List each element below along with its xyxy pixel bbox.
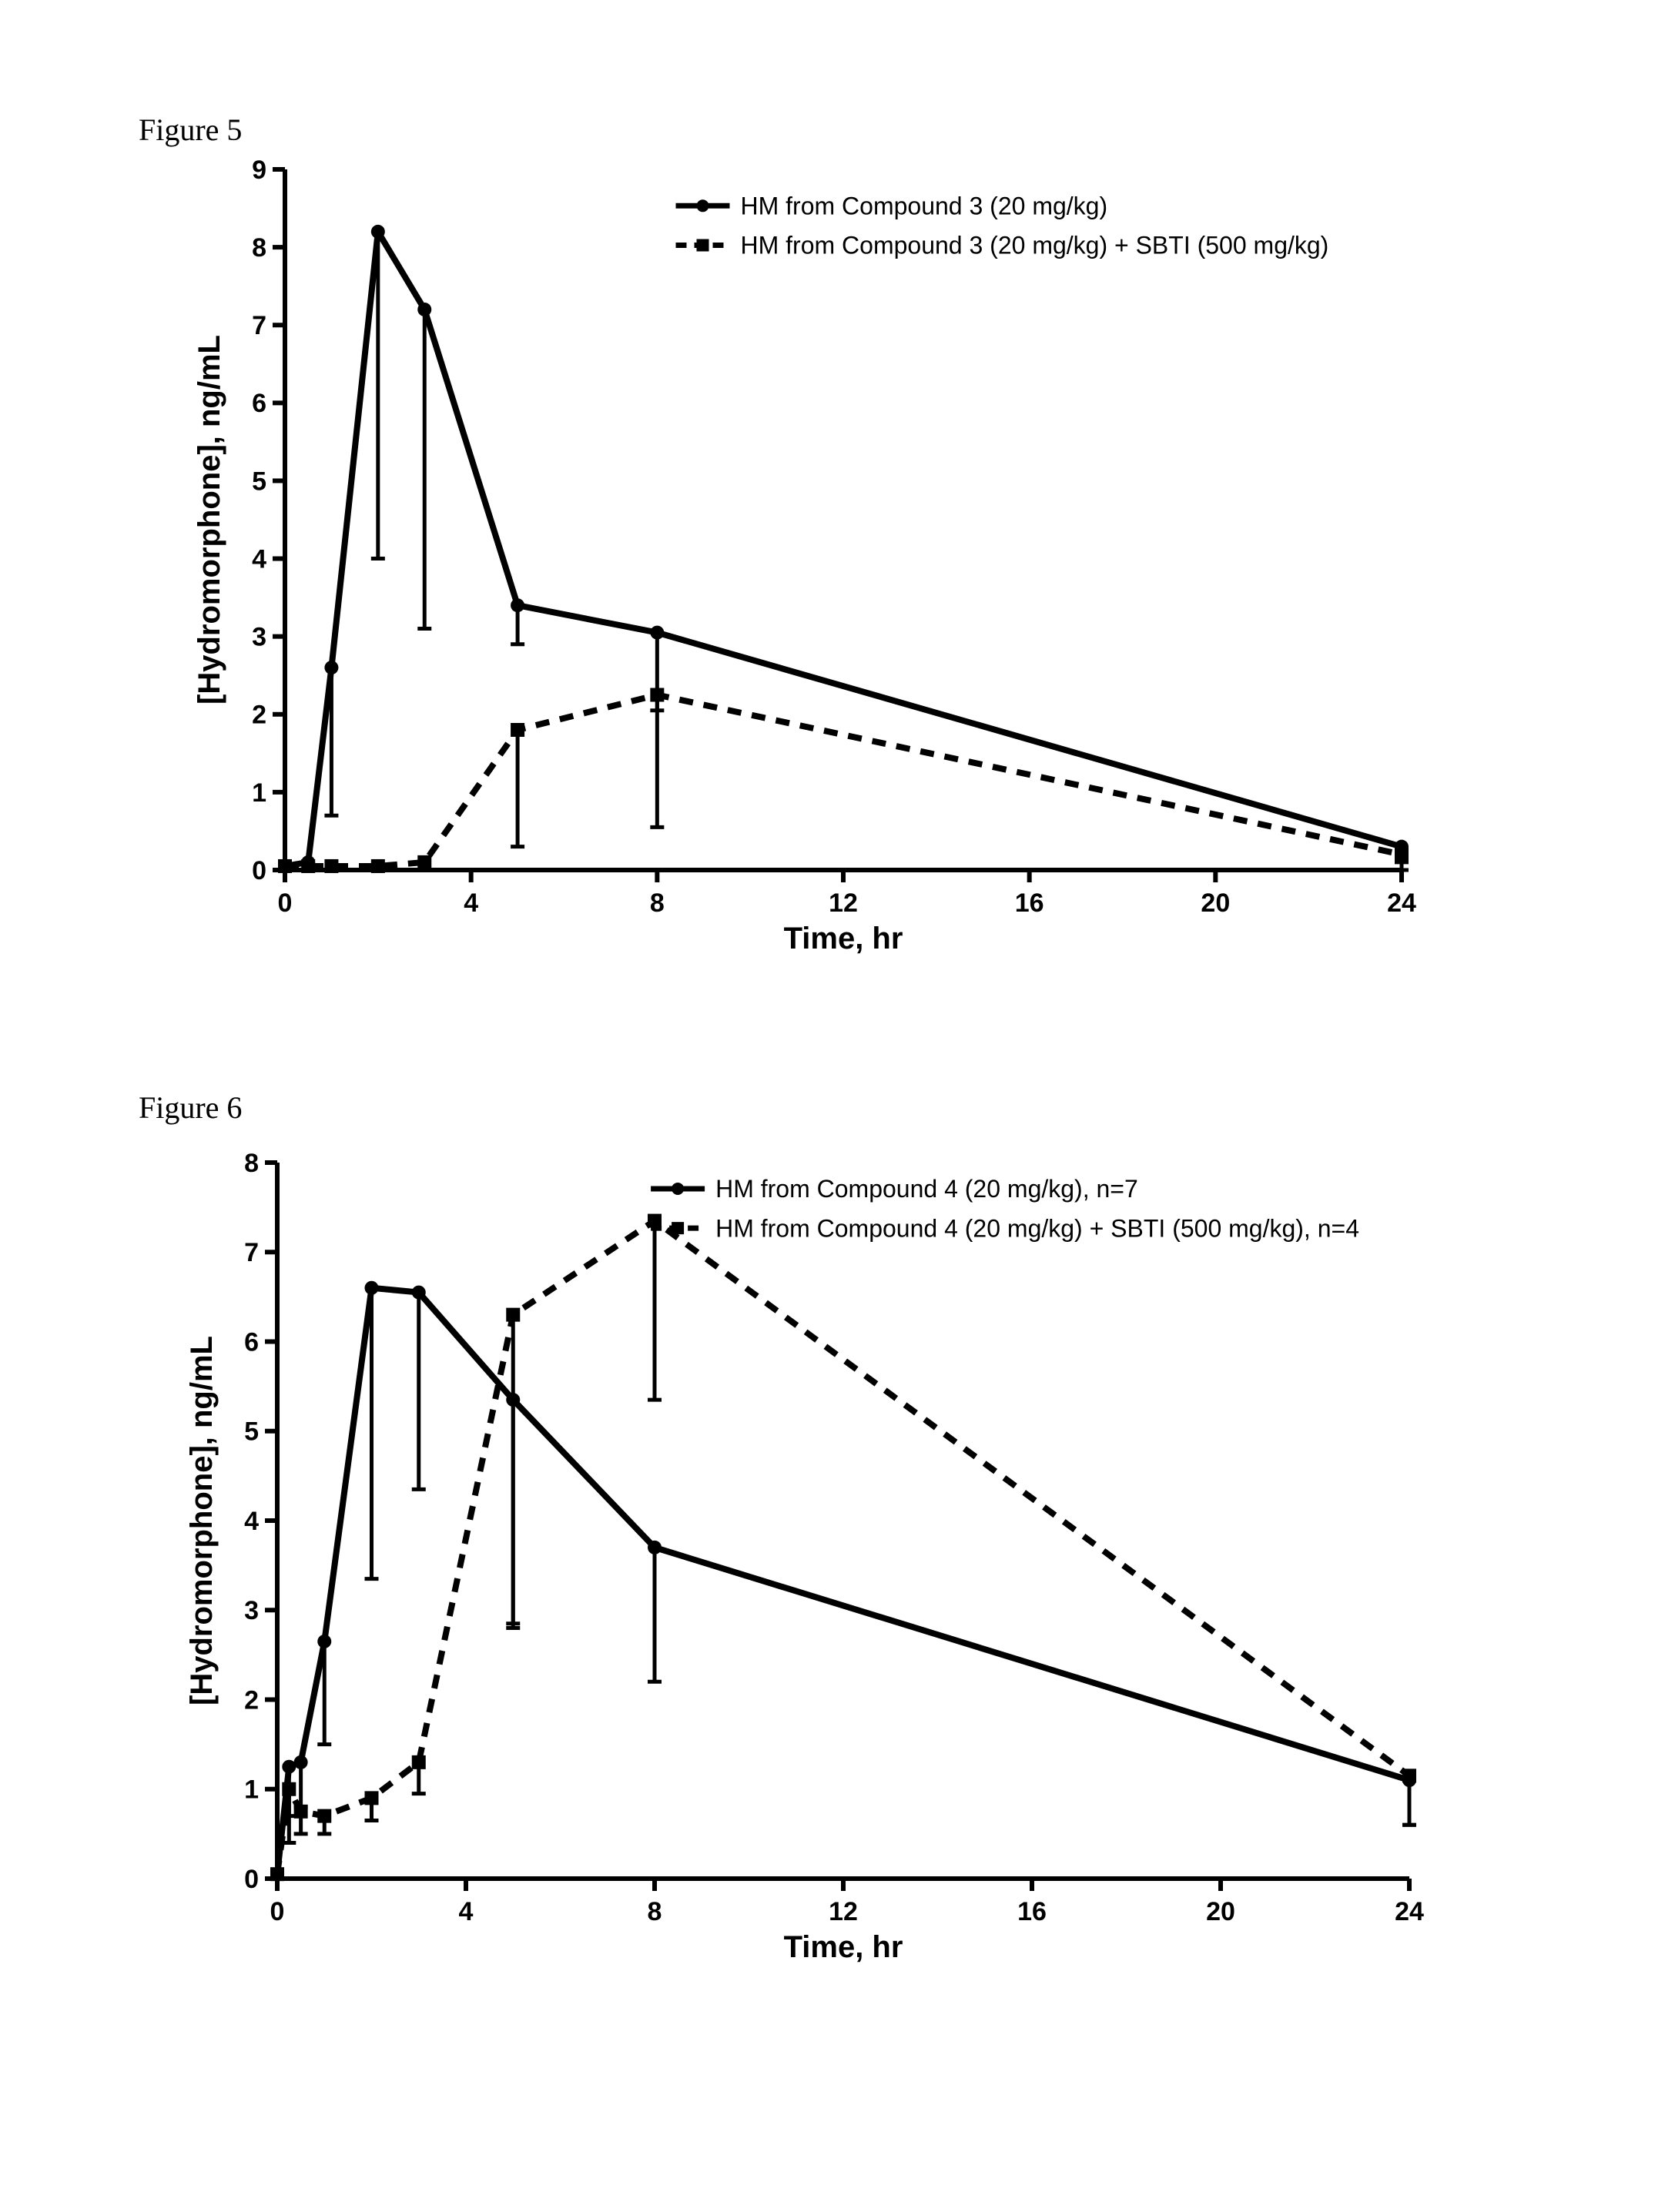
figure5-marker-square	[371, 859, 385, 873]
figure6-marker-circle	[648, 1541, 662, 1554]
figure6-ytick-label: 5	[244, 1417, 259, 1447]
figure6-marker-square	[365, 1791, 379, 1805]
figure5-ytick-label: 1	[252, 778, 266, 808]
figure5-ytick-label: 0	[252, 856, 266, 885]
figure5-series-line	[285, 232, 1402, 866]
figure5-marker-square	[301, 859, 315, 873]
figure5-chart: 048121620240123456789Time, hr[Hydromorph…	[193, 154, 1425, 962]
figure5-xtick-label: 4	[464, 888, 478, 918]
figure6-ylabel: [Hydromorphone], ng/mL	[185, 1336, 219, 1705]
figure6-xtick-label: 20	[1206, 1897, 1235, 1926]
figure5-svg: 048121620240123456789Time, hr[Hydromorph…	[193, 154, 1425, 962]
figure6-ytick-label: 2	[244, 1685, 259, 1715]
figure5-ytick-label: 3	[252, 623, 266, 652]
figure6-ytick-label: 3	[244, 1596, 259, 1625]
figure5-marker-square	[324, 859, 338, 873]
figure5-marker-circle	[324, 661, 338, 674]
figure5-series-line	[285, 695, 1402, 866]
figure6-chart: 04812162024012345678Time, hr[Hydromorpho…	[185, 1147, 1432, 1971]
figure5-marker-circle	[650, 626, 664, 640]
figure5-ytick-label: 2	[252, 701, 266, 730]
figure6-marker-square	[1402, 1769, 1416, 1782]
figure6-marker-circle	[317, 1635, 331, 1648]
figure6-marker-circle	[282, 1760, 296, 1774]
figure6-ytick-label: 0	[244, 1865, 259, 1894]
figure5-ylabel: [Hydromorphone], ng/mL	[193, 335, 226, 704]
figure6-marker-square	[270, 1867, 284, 1881]
figure6-legend-label: HM from Compound 4 (20 mg/kg) + SBTI (50…	[715, 1214, 1359, 1242]
figure6-marker-square	[317, 1809, 331, 1823]
figure5-xtick-label: 24	[1387, 888, 1416, 918]
figure6-marker-square	[282, 1782, 296, 1796]
figure6-svg: 04812162024012345678Time, hr[Hydromorpho…	[185, 1147, 1432, 1971]
figure6-legend-label: HM from Compound 4 (20 mg/kg), n=7	[715, 1175, 1138, 1203]
figure5-marker-square	[278, 859, 292, 873]
figure6-legend-swatch-marker	[672, 1222, 684, 1234]
figure6-xtick-label: 0	[270, 1897, 285, 1926]
figure6-xtick-label: 8	[648, 1897, 662, 1926]
figure5-xtick-label: 0	[278, 888, 293, 918]
figure6-ytick-label: 1	[244, 1775, 259, 1805]
figure5-legend-swatch-marker	[697, 239, 709, 252]
figure6-ytick-label: 4	[244, 1507, 259, 1536]
figure5-ytick-label: 4	[252, 544, 266, 574]
figure6-xlabel: Time, hr	[784, 1930, 903, 1964]
figure6-marker-square	[412, 1755, 426, 1769]
figure5-marker-square	[650, 688, 664, 702]
figure5-legend-label: HM from Compound 3 (20 mg/kg)	[741, 192, 1108, 220]
figure6-marker-circle	[506, 1393, 520, 1407]
figure6-series-line	[277, 1221, 1409, 1875]
figure5-xtick-label: 16	[1015, 888, 1044, 918]
figure5-legend-label: HM from Compound 3 (20 mg/kg) + SBTI (50…	[741, 232, 1329, 259]
figure5-marker-square	[1395, 848, 1409, 862]
figure5-marker-square	[417, 855, 431, 869]
figure5-xtick-label: 12	[829, 888, 858, 918]
figure5-ytick-label: 6	[252, 389, 266, 418]
figure6-xtick-label: 4	[459, 1897, 474, 1926]
figure6-legend-swatch-marker	[672, 1183, 684, 1195]
figure6-xtick-label: 24	[1395, 1897, 1424, 1926]
figure5-legend-swatch-marker	[697, 199, 709, 212]
figure6-marker-circle	[365, 1281, 379, 1295]
figure5-marker-circle	[417, 303, 431, 316]
figure6-ytick-label: 7	[244, 1238, 259, 1267]
figure6-series-line	[277, 1288, 1409, 1874]
figure6-label: Figure 6	[139, 1089, 242, 1126]
figure6-marker-circle	[294, 1755, 308, 1769]
figure6-xtick-label: 12	[829, 1897, 858, 1926]
page: Figure 5 048121620240123456789Time, hr[H…	[0, 0, 1675, 2212]
figure5-ytick-label: 8	[252, 233, 266, 263]
figure6-xtick-label: 16	[1017, 1897, 1047, 1926]
figure6-marker-circle	[412, 1286, 426, 1300]
figure5-marker-square	[511, 723, 524, 737]
figure5-label: Figure 5	[139, 112, 242, 148]
figure6-ytick-label: 8	[244, 1149, 259, 1178]
figure5-xtick-label: 20	[1201, 888, 1230, 918]
figure5-marker-circle	[371, 225, 385, 239]
figure5-ytick-label: 5	[252, 467, 266, 496]
figure5-ytick-label: 9	[252, 156, 266, 185]
figure6-marker-square	[506, 1308, 520, 1322]
figure5-marker-circle	[511, 598, 524, 612]
figure6-marker-square	[294, 1805, 308, 1819]
figure5-xtick-label: 8	[650, 888, 665, 918]
figure6-ytick-label: 6	[244, 1327, 259, 1357]
figure5-ytick-label: 7	[252, 311, 266, 340]
figure5-xlabel: Time, hr	[784, 922, 903, 955]
